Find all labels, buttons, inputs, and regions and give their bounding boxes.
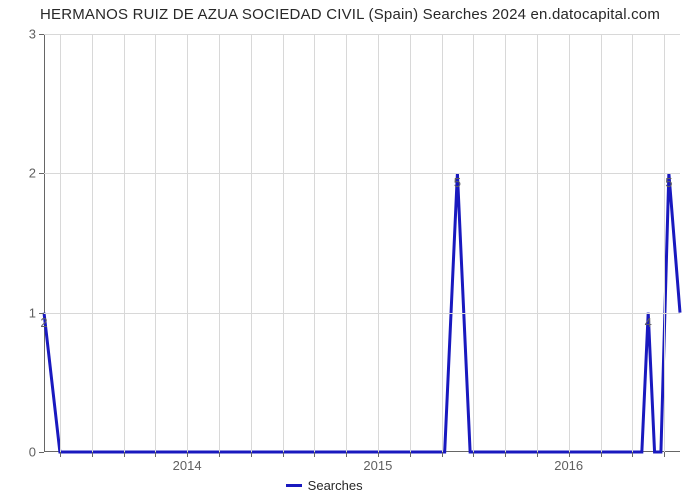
data-point-label: 5 [665,175,672,190]
legend-swatch [286,484,302,487]
x-tick-mark [251,452,252,457]
legend-label: Searches [308,478,363,493]
x-year-label: 2015 [363,452,392,473]
plot-area: 01232014201520162545 [44,34,680,452]
x-tick-mark [537,452,538,457]
x-tick-mark [155,452,156,457]
gridline-v [124,34,125,452]
x-tick-mark [92,452,93,457]
x-tick-mark [473,452,474,457]
x-tick-mark [442,452,443,457]
x-tick-mark [124,452,125,457]
x-tick-mark [60,452,61,457]
gridline-h [44,173,680,174]
gridline-v [187,34,188,452]
gridline-v [314,34,315,452]
gridline-v [92,34,93,452]
gridline-v [155,34,156,452]
gridline-v [378,34,379,452]
y-tick-mark [39,173,44,174]
x-year-label: 2016 [554,452,583,473]
x-tick-mark [505,452,506,457]
x-tick-mark [346,452,347,457]
gridline-v [569,34,570,452]
x-tick-mark [314,452,315,457]
searches-line-chart: HERMANOS RUIZ DE AZUA SOCIEDAD CIVIL (Sp… [0,0,700,500]
gridline-v [283,34,284,452]
y-tick-mark [39,34,44,35]
gridline-v [473,34,474,452]
x-tick-mark [283,452,284,457]
data-point-label: 4 [645,315,652,330]
gridline-v [442,34,443,452]
x-year-label: 2014 [173,452,202,473]
gridline-h [44,34,680,35]
gridline-v [505,34,506,452]
gridline-v [601,34,602,452]
gridline-v [251,34,252,452]
x-tick-mark [410,452,411,457]
x-tick-mark [601,452,602,457]
data-point-label: 5 [454,175,461,190]
gridline-v [664,34,665,452]
chart-title: HERMANOS RUIZ DE AZUA SOCIEDAD CIVIL (Sp… [0,6,700,23]
x-tick-mark [632,452,633,457]
gridline-v [60,34,61,452]
data-point-label: 2 [40,315,47,330]
gridline-v [537,34,538,452]
x-tick-mark [219,452,220,457]
gridline-v [410,34,411,452]
gridline-h [44,313,680,314]
legend: Searches [286,478,363,493]
y-tick-mark [39,452,44,453]
gridline-v [632,34,633,452]
y-tick-mark [39,313,44,314]
gridline-v [346,34,347,452]
x-tick-mark [664,452,665,457]
line-layer [44,34,680,452]
gridline-v [219,34,220,452]
